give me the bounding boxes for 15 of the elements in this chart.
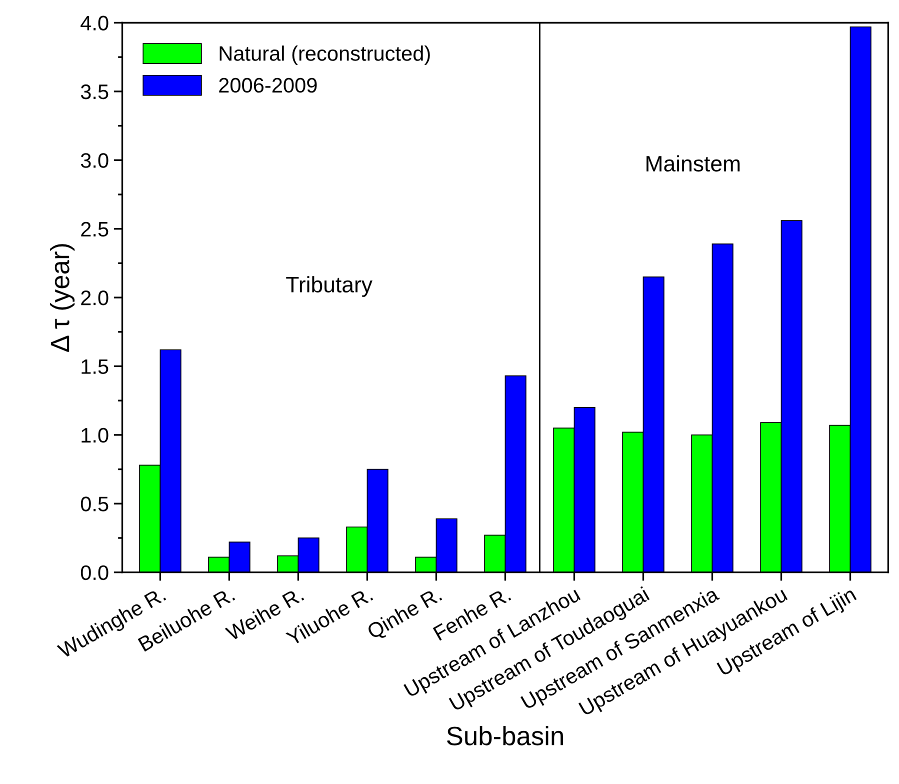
y-tick-label: 4.0 [80,16,108,30]
legend-label: 2006-2009 [219,78,317,93]
y-tick-label: 2.5 [81,222,108,237]
y-tick-label: 0.5 [80,496,108,512]
x-axis-title: Sub-basin [447,726,563,746]
annotation: Mainstem [646,155,740,172]
y-tick-label: 1.5 [82,359,108,374]
y-tick-label: 3.5 [80,84,108,100]
y-tick-label: 1.0 [82,428,108,443]
y-tick-label: 0.0 [80,565,108,580]
y-tick-label: 3.0 [80,153,108,168]
y-tick-label: 2.0 [81,290,108,306]
annotation: Tributary [286,276,372,297]
legend-label: Natural (reconstructed) [220,46,430,65]
y-axis-title: Δ τ (year) [50,244,75,352]
